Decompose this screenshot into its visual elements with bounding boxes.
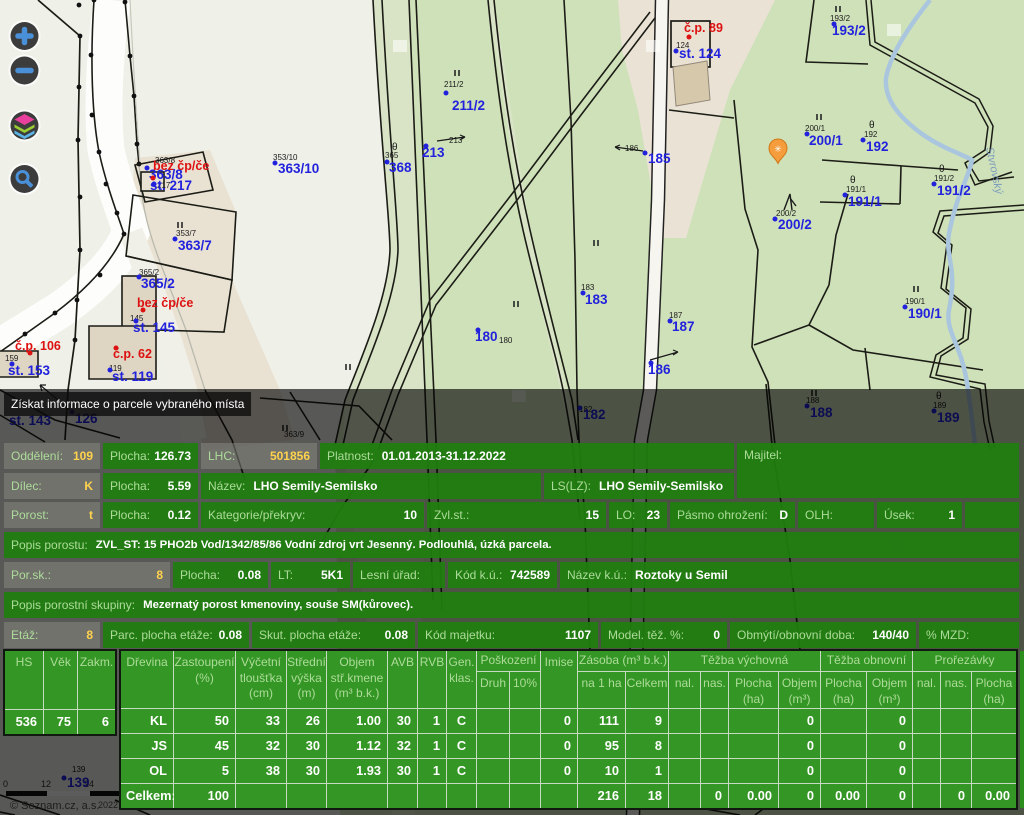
svg-text:200/1: 200/1: [805, 124, 826, 133]
svg-text:365/2: 365/2: [141, 276, 175, 291]
svg-text:200/2: 200/2: [778, 217, 812, 232]
svg-text:119: 119: [109, 364, 122, 373]
svg-text:191/1: 191/1: [848, 194, 882, 209]
svg-text:186: 186: [648, 362, 671, 377]
svg-text:193/2: 193/2: [832, 23, 866, 38]
svg-text:200/1: 200/1: [809, 133, 843, 148]
svg-text:θ: θ: [850, 175, 856, 186]
svg-text:363/10: 363/10: [278, 161, 319, 176]
svg-text:st. 145: st. 145: [133, 320, 176, 335]
svg-text:187: 187: [669, 311, 683, 320]
svg-text:124: 124: [676, 41, 690, 50]
svg-text:192: 192: [864, 130, 878, 139]
svg-text:363/8: 363/8: [149, 167, 183, 182]
svg-text:363/8: 363/8: [155, 156, 176, 165]
svg-text:č.p. 62: č.p. 62: [113, 347, 152, 361]
svg-text:183: 183: [585, 292, 608, 307]
svg-text:159: 159: [5, 354, 19, 363]
svg-text:st. 119: st. 119: [112, 369, 153, 384]
svg-text:č.p. 106: č.p. 106: [15, 339, 61, 353]
svg-text:✳: ✳: [774, 144, 782, 154]
svg-text:θ: θ: [392, 142, 398, 153]
svg-text:213: 213: [449, 136, 463, 145]
svg-text:191/2: 191/2: [934, 174, 955, 183]
svg-text:353/10: 353/10: [273, 153, 298, 162]
svg-text:190/1: 190/1: [908, 306, 942, 321]
svg-text:193/2: 193/2: [830, 14, 851, 23]
svg-text:bez čp/če: bez čp/če: [137, 296, 193, 310]
svg-text:192: 192: [866, 139, 889, 154]
svg-text:190/1: 190/1: [905, 297, 926, 306]
svg-text:217: 217: [157, 181, 171, 190]
svg-text:st. 153: st. 153: [8, 363, 51, 378]
svg-text:č.p. 89: č.p. 89: [684, 21, 723, 35]
svg-text:368: 368: [389, 160, 412, 175]
svg-text:191/1: 191/1: [846, 185, 867, 194]
svg-text:213: 213: [422, 145, 445, 160]
svg-text:186: 186: [625, 144, 639, 153]
svg-text:θ: θ: [939, 164, 945, 175]
svg-text:183: 183: [581, 283, 595, 292]
svg-text:180: 180: [499, 336, 513, 345]
svg-text:185: 185: [648, 151, 671, 166]
svg-text:363/7: 363/7: [178, 238, 212, 253]
svg-text:θ: θ: [869, 120, 875, 131]
svg-text:st. 124: st. 124: [679, 46, 722, 61]
svg-text:211/2: 211/2: [452, 98, 485, 113]
svg-text:187: 187: [672, 319, 695, 334]
svg-text:180: 180: [475, 329, 498, 344]
svg-text:st. 217: st. 217: [150, 178, 192, 193]
svg-text:145: 145: [130, 314, 144, 323]
svg-text:200/2: 200/2: [776, 209, 797, 218]
svg-text:191/2: 191/2: [937, 183, 971, 198]
svg-text:211/2: 211/2: [444, 80, 464, 89]
svg-text:bez čp/če: bez čp/če: [153, 159, 209, 173]
svg-text:353/7: 353/7: [176, 229, 197, 238]
svg-text:365: 365: [385, 151, 399, 160]
svg-text:365/2: 365/2: [139, 268, 160, 277]
